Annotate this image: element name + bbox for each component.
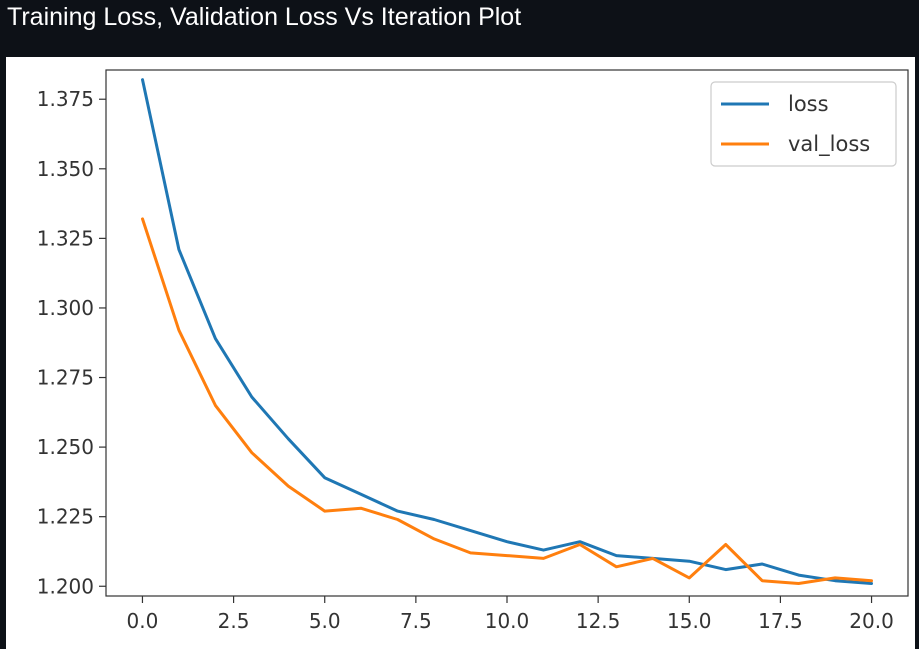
y-tick-label: 1.300 [37,296,94,320]
series-line-loss [141,78,873,585]
legend-label-loss: loss [788,92,829,116]
x-tick-label: 15.0 [667,609,712,633]
page-heading: Training Loss, Validation Loss Vs Iterat… [7,3,522,31]
legend-label-val-loss: val_loss [788,132,870,157]
x-tick-label: 10.0 [485,609,530,633]
x-tick-label: 20.0 [849,609,894,633]
y-tick-label: 1.275 [37,366,94,390]
y-tick-label: 1.225 [37,505,94,529]
series-line-val-loss [141,217,873,585]
x-tick-label: 5.0 [309,609,341,633]
y-tick-label: 1.250 [37,435,94,459]
x-tick-label: 2.5 [218,609,250,633]
x-tick-label: 17.5 [758,609,803,633]
y-tick-label: 1.325 [37,226,94,250]
x-tick-label: 12.5 [576,609,621,633]
y-tick-label: 1.375 [37,87,94,111]
x-tick-label: 7.5 [400,609,432,633]
x-tick-label: 0.0 [127,609,159,633]
y-tick-label: 1.350 [37,157,94,181]
y-tick-label: 1.200 [37,574,94,598]
